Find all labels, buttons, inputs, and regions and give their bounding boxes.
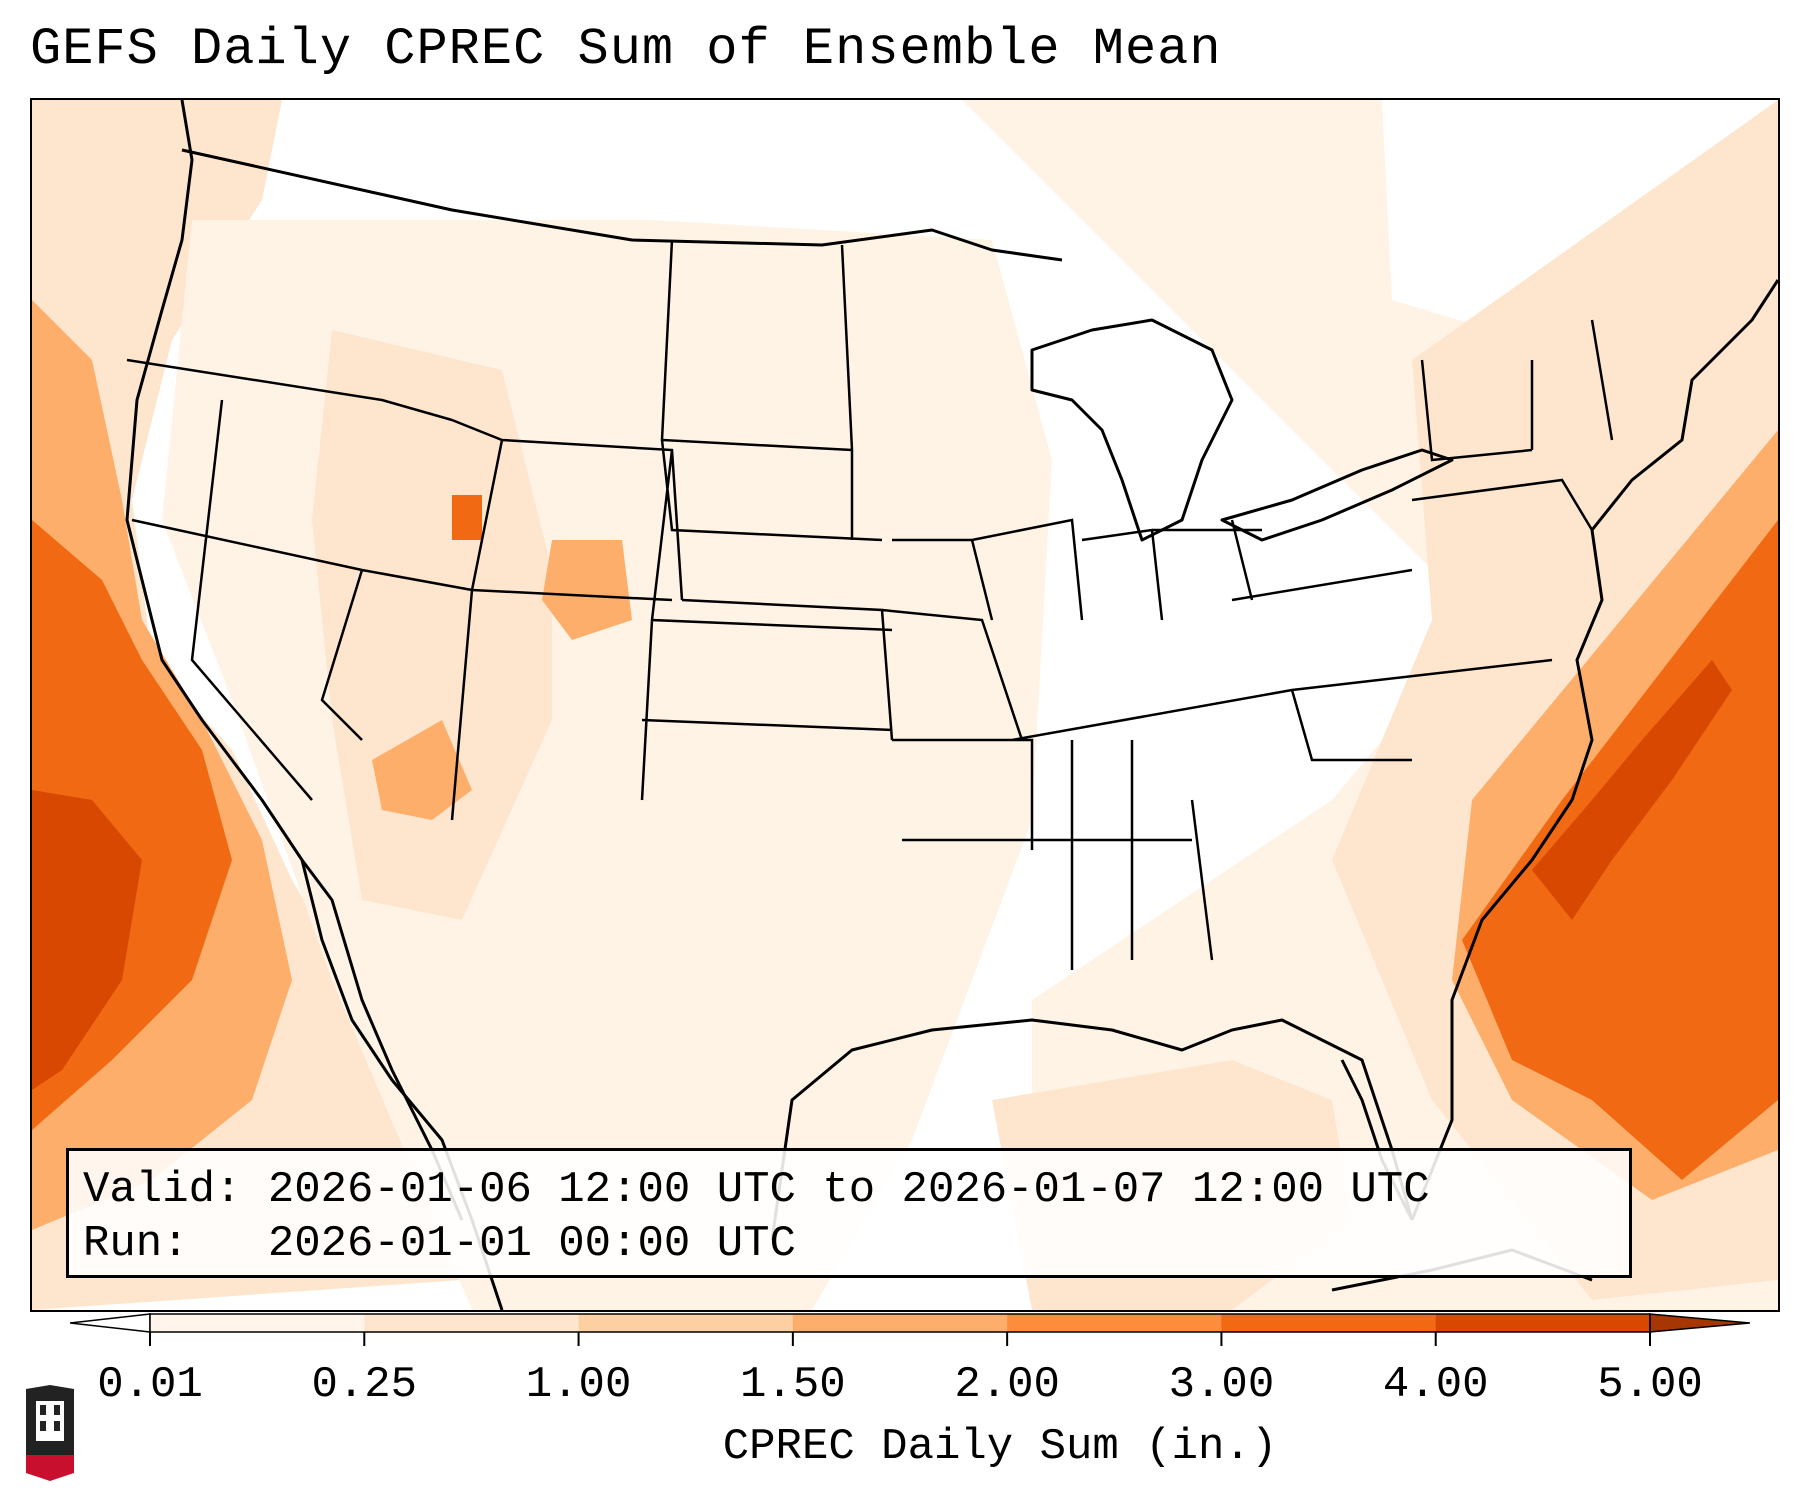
colorbar-ticks [149,1332,1651,1346]
atlantic-coast [1410,279,1778,1221]
precip-east-core [1532,660,1732,920]
colorbar-segment [792,1314,1008,1332]
precipitation-map [30,98,1780,1312]
gulf-coast [770,1018,1414,1241]
colorbar-tick-label: 3.00 [1168,1360,1275,1410]
run-time-text: Run: 2026-01-01 00:00 UTC [83,1219,796,1269]
colorbar-label: CPREC Daily Sum (in.) [722,1422,1278,1472]
colorbar-tick-label: 4.00 [1382,1360,1489,1410]
colorbar-segment [1435,1314,1651,1332]
valid-time-text: Valid: 2026-01-06 12:00 UTC to 2026-01-0… [83,1165,1430,1215]
colorbar-tick-label: 0.01 [97,1360,203,1410]
coastlines [125,100,1778,1310]
precip-colorado-spot [542,540,632,640]
colorbar-tick-label: 2.00 [954,1360,1060,1410]
colorbar-segments [70,1313,1750,1333]
colorbar-tick-label: 1.00 [525,1360,632,1410]
precip-utah-spot [452,495,482,540]
colorbar-segment [364,1314,580,1332]
valid-run-info-box: Valid: 2026-01-06 12:00 UTC to 2026-01-0… [66,1148,1632,1278]
colorbar-segment [1007,1314,1222,1332]
colorbar-segment [150,1314,365,1332]
colorbar-segment [1221,1314,1437,1332]
state-border-lines [126,239,1614,970]
niu-logo [26,1385,74,1481]
colorbar-segment [578,1314,794,1332]
precip-shading [32,100,1778,1310]
colorbar-tick-label: 0.25 [311,1360,418,1410]
lake-erie-ontario [1220,448,1454,542]
great-lakes [1030,318,1234,542]
precip-arizona-spot [372,720,472,820]
colorbar-under-arrow [70,1313,151,1333]
colorbar [70,1313,1750,1346]
colorbar-tick-label: 5.00 [1597,1360,1703,1410]
precip-mountain-pale [312,330,552,920]
colorbar-outline [149,1313,1651,1333]
state-borders [126,239,1614,970]
canada-border [181,148,1063,262]
colorbar-over-arrow [1649,1313,1750,1333]
colorbar-tick-label: 1.50 [740,1360,846,1410]
precip-west-core [32,790,142,1090]
map-title: GEFS Daily CPREC Sum of Ensemble Mean [30,20,1222,79]
map-canvas [32,100,1778,1310]
